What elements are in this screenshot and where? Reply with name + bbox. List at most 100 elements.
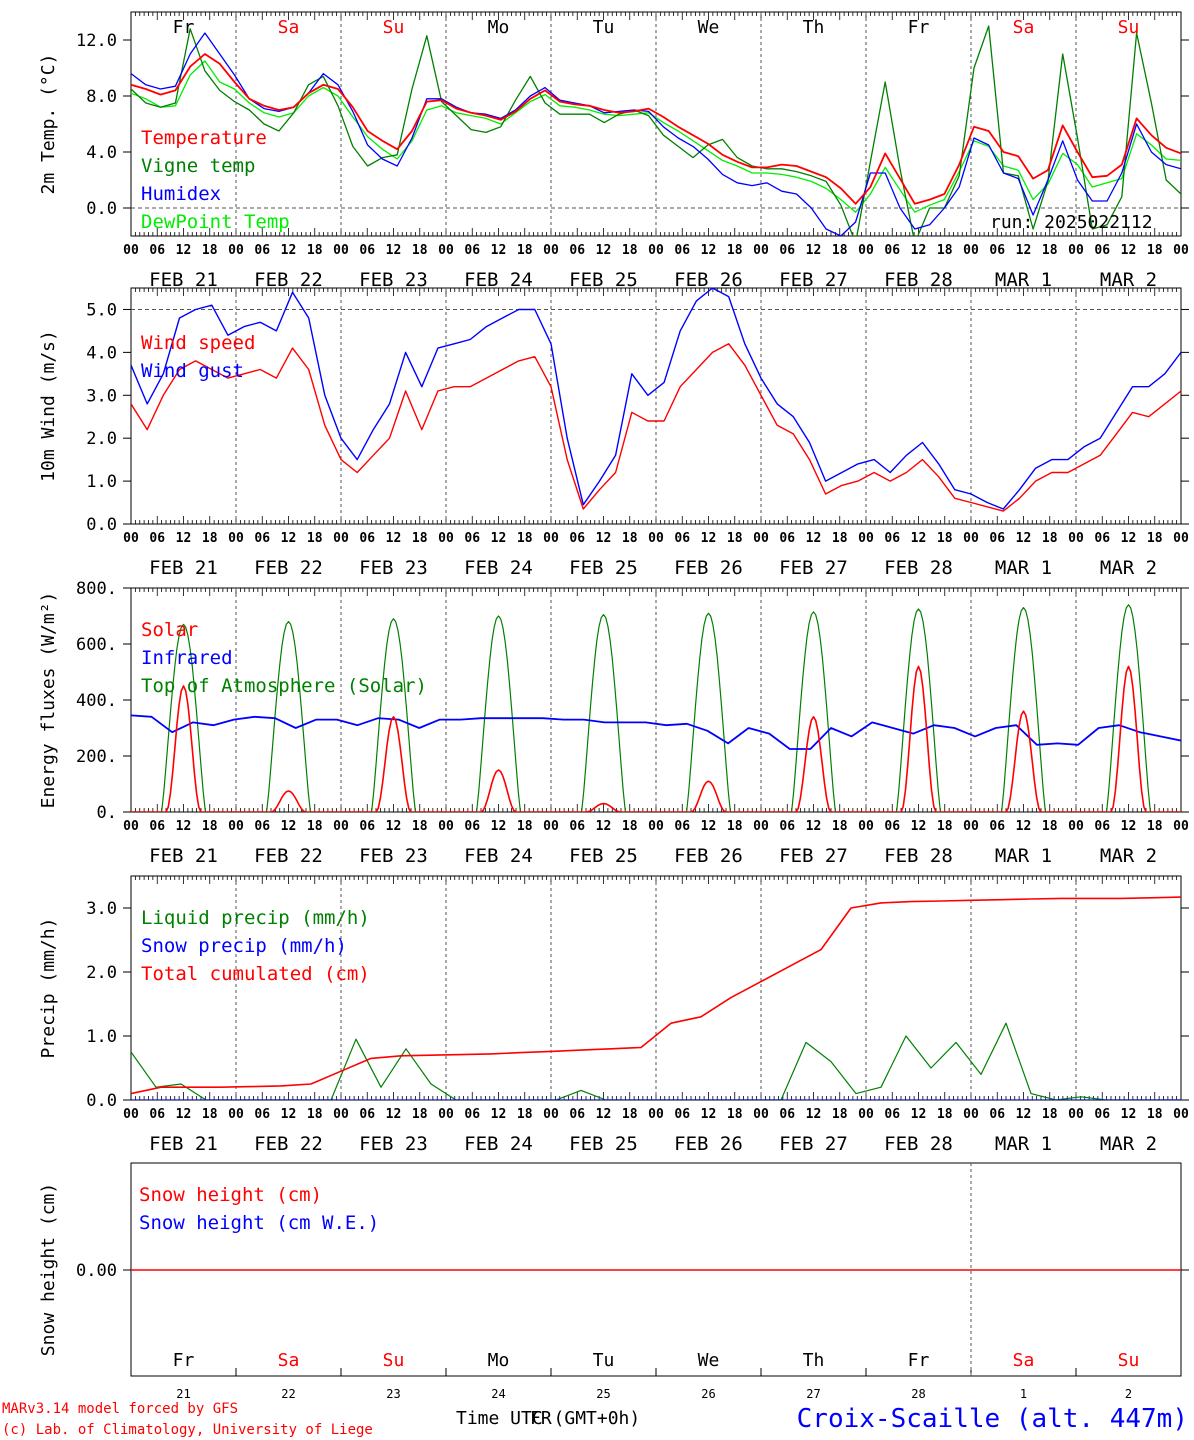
day-name-label: Su: [383, 17, 405, 38]
day-name-label: Su: [383, 1350, 405, 1371]
hour-tick-label: 06: [464, 243, 480, 258]
day-name-label: Tu: [593, 1350, 615, 1371]
date-label: FEB 23: [359, 1133, 428, 1155]
station-name: Croix-Scaille (alt. 447m): [797, 1404, 1188, 1434]
hour-tick-label: 06: [779, 819, 795, 834]
hour-tick-label: 18: [202, 1107, 218, 1122]
hour-tick-label: 00: [438, 1107, 454, 1122]
hour-tick-label: 00: [543, 819, 559, 834]
y-axis-label: 2m Temp. (°C): [38, 54, 59, 195]
hour-tick-label: 06: [989, 819, 1005, 834]
hour-tick-label: 18: [727, 243, 743, 258]
hour-tick-label: 12: [176, 243, 192, 258]
hour-tick-label: 00: [1173, 243, 1189, 258]
run-annotation: run: 2025022112: [990, 212, 1153, 233]
hour-tick-label: 12: [701, 819, 717, 834]
hour-tick-label: 06: [254, 819, 270, 834]
hour-tick-label: 00: [963, 531, 979, 546]
hour-tick-label: 18: [727, 531, 743, 546]
chart-panels: 12.08.04.00.02m Temp. (°C)00 06 12 18 00 06 12…: [38, 11, 1189, 1401]
hour-tick-label: 18: [832, 243, 848, 258]
hour-tick-label: 06: [359, 531, 375, 546]
day-number-label: 21: [176, 1387, 190, 1401]
panel-frame: [130, 11, 1182, 237]
hour-tick-label: 12: [911, 531, 927, 546]
hour-tick-label: 18: [832, 1107, 848, 1122]
hour-tick-label: 00: [123, 1107, 139, 1122]
y-axis-label: Energy fluxes (W/m²): [38, 592, 59, 809]
date-label: MAR 1: [995, 269, 1052, 291]
hour-tick-label: 06: [1094, 819, 1110, 834]
hour-tick-label: 06: [149, 819, 165, 834]
day-name-label: Su: [1118, 17, 1140, 38]
hour-tick-label: 12: [701, 243, 717, 258]
hour-tick-label: 12: [806, 819, 822, 834]
hour-tick-label: 12: [911, 819, 927, 834]
hour-tick-label: 00: [543, 1107, 559, 1122]
day-number-label: 22: [281, 1387, 295, 1401]
legend-entry: Infrared: [141, 647, 233, 669]
hour-tick-label: 06: [254, 243, 270, 258]
y-tick-label: 1.0: [86, 1027, 117, 1047]
legend-entry: Solar: [141, 619, 198, 641]
date-label: FEB 28: [884, 557, 953, 579]
hour-tick-label: 00: [858, 531, 874, 546]
hour-tick-label: 12: [491, 819, 507, 834]
y-tick-label: 200.: [76, 747, 117, 767]
day-number-label: 27: [806, 1387, 820, 1401]
date-label: FEB 25: [569, 269, 638, 291]
hour-tick-label: 00: [1068, 1107, 1084, 1122]
hour-tick-label: 00: [963, 819, 979, 834]
hour-tick-label: 06: [989, 1107, 1005, 1122]
hour-tick-label: 12: [281, 243, 297, 258]
y-axis-label: 10m Wind (m/s): [38, 330, 59, 482]
hour-tick-label: 06: [989, 243, 1005, 258]
y-tick-label: 8.0: [86, 87, 117, 107]
hour-tick-label: 00: [753, 1107, 769, 1122]
hour-tick-label: 18: [202, 243, 218, 258]
legend-entry: Temperature: [141, 127, 267, 149]
series-line: [131, 714, 1181, 750]
legend-entry: Liquid precip (mm/h): [141, 907, 370, 929]
hour-tick-label: 18: [307, 243, 323, 258]
date-label: FEB 27: [779, 845, 848, 867]
y-tick-label: 2.0: [86, 963, 117, 983]
hour-tick-label: 06: [254, 1107, 270, 1122]
day-name-label: Tu: [593, 17, 615, 38]
date-label: MAR 1: [995, 845, 1052, 867]
hour-tick-label: 00: [123, 243, 139, 258]
legend-entry: Snow precip (mm/h): [141, 935, 347, 957]
series-line: [131, 343, 1181, 512]
y-tick-label: 12.0: [76, 31, 117, 51]
y-tick-label: 5.0: [86, 300, 117, 320]
hour-tick-label: 00: [333, 1107, 349, 1122]
y-tick-label: 4.0: [86, 343, 117, 363]
hour-tick-label: 18: [937, 531, 953, 546]
hour-tick-label: 00: [228, 243, 244, 258]
date-label: MAR 2: [1100, 1133, 1157, 1155]
hour-tick-label: 18: [622, 1107, 638, 1122]
hour-tick-label: 00: [333, 531, 349, 546]
hour-tick-label: 12: [1016, 819, 1032, 834]
hour-tick-label: 12: [596, 243, 612, 258]
hour-tick-label: 18: [1147, 1107, 1163, 1122]
hour-tick-label: 00: [333, 819, 349, 834]
date-label: FEB 24: [464, 1133, 533, 1155]
hour-tick-label: 18: [517, 819, 533, 834]
hour-tick-label: 06: [779, 1107, 795, 1122]
hour-tick-label: 06: [359, 1107, 375, 1122]
hour-tick-label: 18: [1147, 819, 1163, 834]
hour-tick-label: 00: [648, 819, 664, 834]
hour-tick-label: 00: [438, 819, 454, 834]
hour-tick-label: 06: [674, 243, 690, 258]
hour-tick-label: 12: [386, 243, 402, 258]
temperature-series: [131, 25, 1181, 236]
day-name-label: Sa: [1013, 1350, 1035, 1371]
hour-tick-label: 18: [412, 243, 428, 258]
hour-tick-label: 00: [1173, 531, 1189, 546]
panel-temperature: 12.0 8.0 4.0 0.0 2m Temp. (°C) 00 06 12 18 00 06 12…: [38, 11, 1189, 291]
hour-tick-label: 12: [1016, 243, 1032, 258]
hour-tick-label: 12: [491, 243, 507, 258]
date-label: FEB 26: [674, 845, 743, 867]
hour-tick-label: 12: [281, 531, 297, 546]
